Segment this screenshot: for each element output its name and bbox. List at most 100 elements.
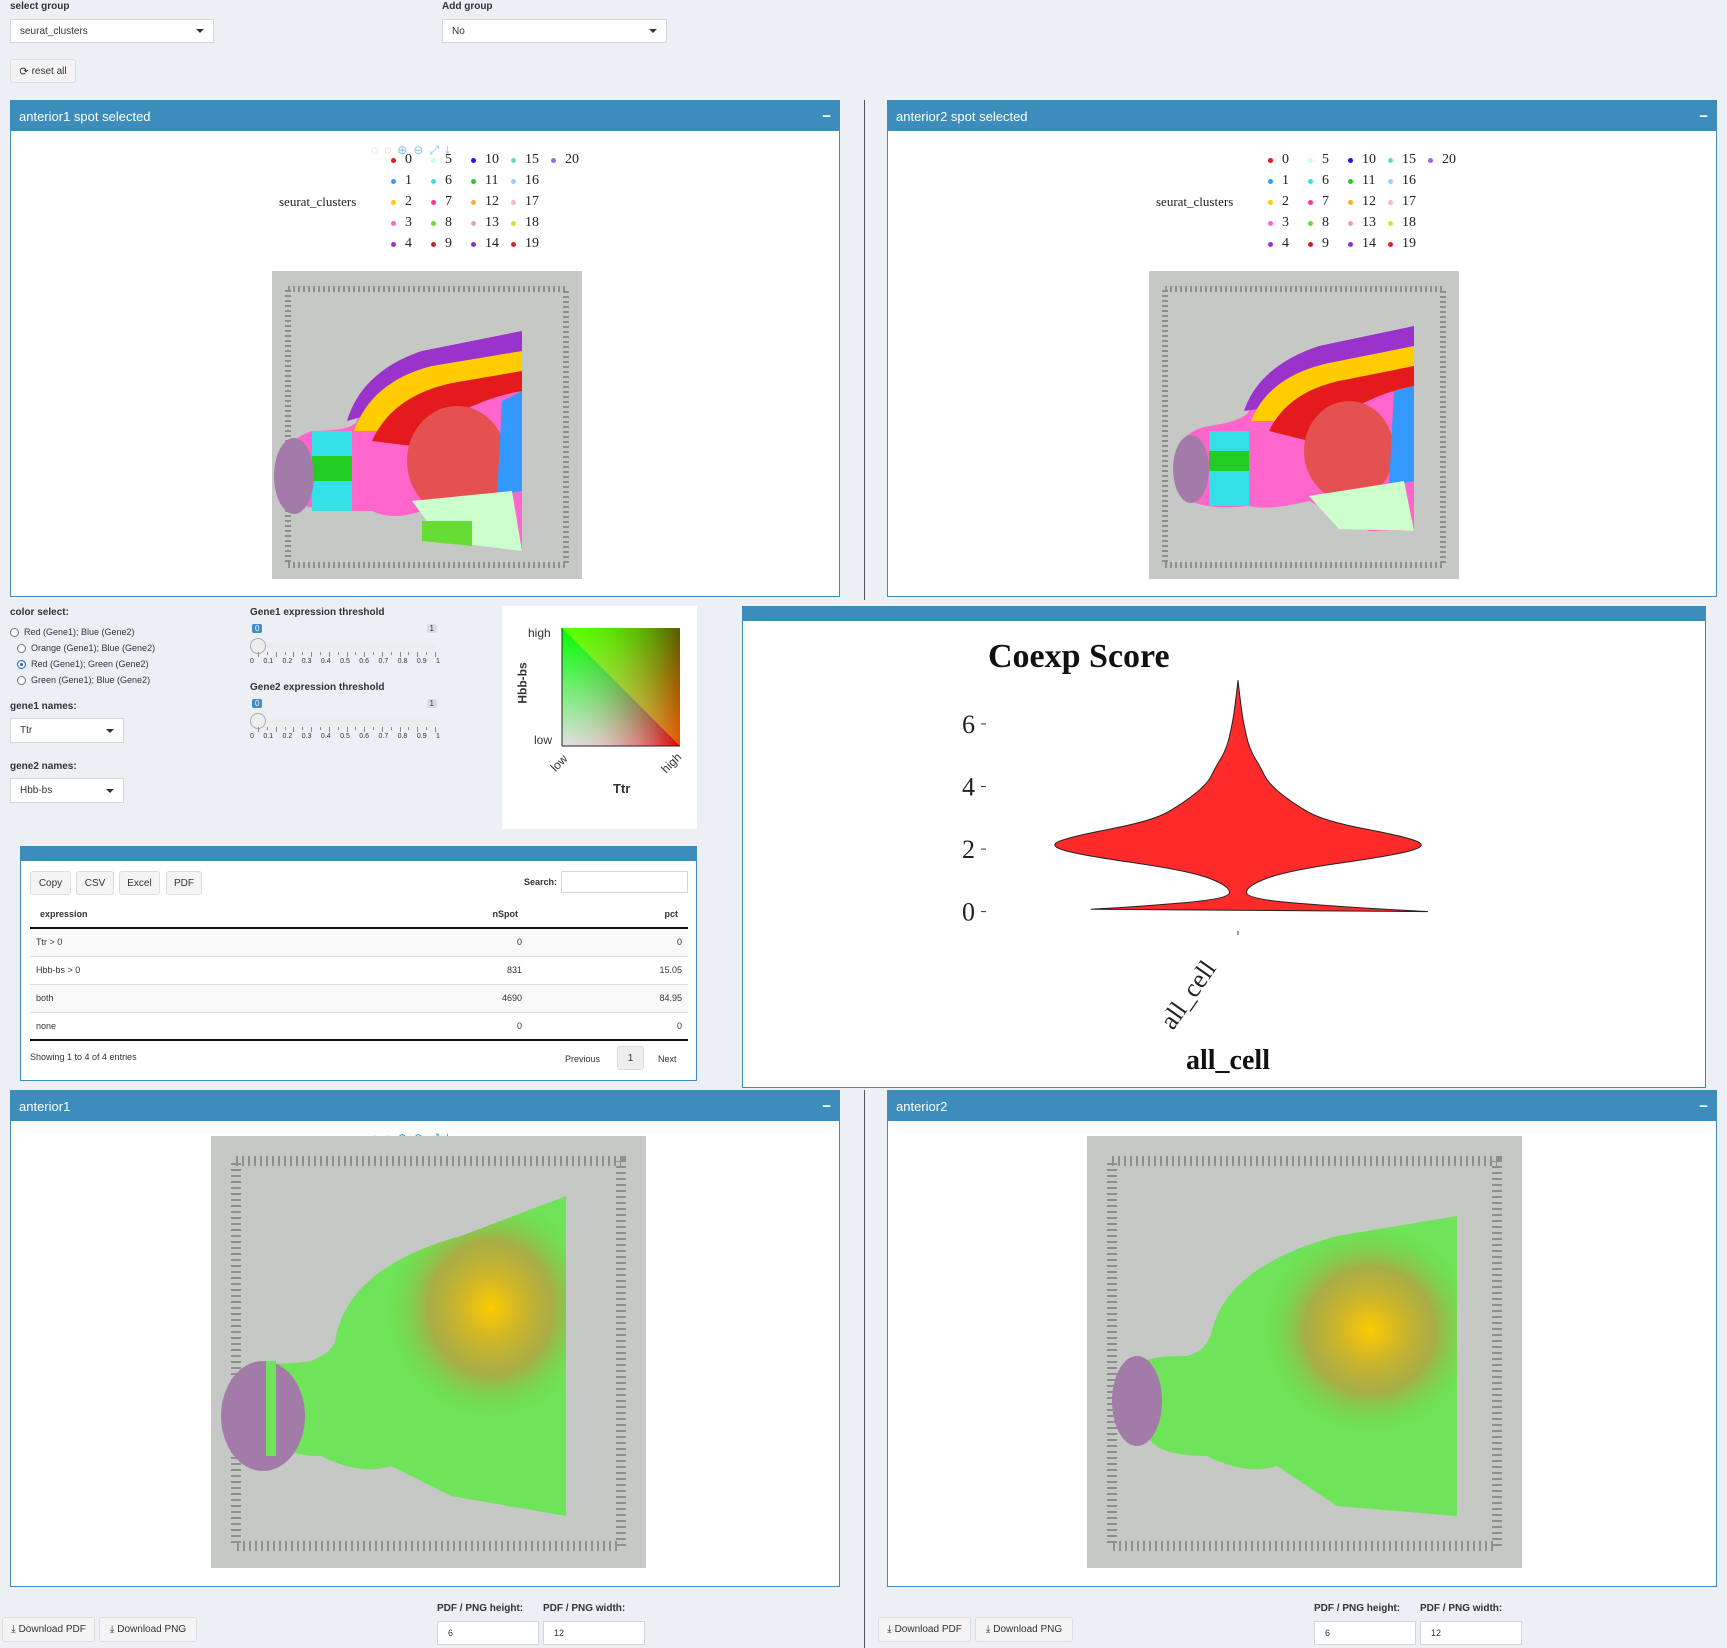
pdf-button[interactable]: PDF <box>166 871 202 895</box>
table-header-row: expression nSpot pct <box>30 900 688 929</box>
slider-tick <box>284 727 286 730</box>
legend-item: 13 <box>1348 214 1388 232</box>
slider-tick <box>337 727 339 730</box>
gene2-dropdown[interactable]: Hbb-bs <box>10 778 124 803</box>
legend-dot <box>1308 220 1313 226</box>
col-header-expression[interactable]: expression <box>30 900 320 929</box>
legend-item: 6 <box>1308 172 1348 190</box>
slider-tick <box>337 652 339 655</box>
legend-title: seurat_clusters <box>279 194 357 209</box>
spot-panel-anterior2: anterior2 spot selected − seurat_cluster… <box>887 100 1717 597</box>
download-png-button-2[interactable]: ⤓ Download PNG <box>975 1617 1073 1642</box>
reset-all-label: reset all <box>31 65 67 77</box>
legend-item: 1 <box>391 172 431 190</box>
download-icon[interactable]: ⤓ <box>445 143 451 157</box>
copy-button[interactable]: Copy <box>30 871 71 895</box>
select-group-dropdown[interactable]: seurat_clusters <box>10 19 214 43</box>
legend-label: 9 <box>1322 236 1329 251</box>
legend-label: 15 <box>525 152 539 167</box>
zoom-out-icon[interactable]: ⊖ <box>413 143 424 157</box>
legend-dot <box>1268 199 1273 205</box>
gene1-dropdown[interactable]: Ttr <box>10 718 124 743</box>
slider-tick <box>435 652 436 657</box>
panel-title: anterior2 spot selected <box>896 108 1028 124</box>
width-input-1[interactable]: 12 <box>543 1621 645 1645</box>
slider-track[interactable] <box>256 644 435 648</box>
legend-label: 3 <box>1282 215 1289 230</box>
legend-item: 7 <box>431 193 471 211</box>
legend-label: 10 <box>485 152 499 167</box>
radio-button[interactable] <box>17 675 26 685</box>
key-y-high: high <box>528 626 551 640</box>
col-header-nspot[interactable]: nSpot <box>320 900 528 929</box>
excel-button[interactable]: Excel <box>119 871 160 895</box>
expression-table-panel: Copy CSV Excel PDF Search: expression nS… <box>20 846 697 1081</box>
download-pdf-button-2[interactable]: ⤓ Download PDF <box>878 1617 971 1642</box>
zoom-in-icon[interactable]: ⊕ <box>397 143 408 157</box>
collapse-button[interactable]: − <box>822 107 831 125</box>
select-group-label: select group <box>10 1 70 12</box>
download-icon: ⤓ <box>11 1624 16 1635</box>
col-header-pct[interactable]: pct <box>528 900 688 929</box>
gene2-threshold-label: Gene2 expression threshold <box>250 682 385 693</box>
slider-tick <box>408 652 410 655</box>
legend-item: 17 <box>511 193 551 211</box>
legend-label: 14 <box>1362 236 1376 251</box>
legend-dot <box>1348 241 1353 247</box>
lasso-icon[interactable]: ◌ <box>371 143 379 157</box>
fit-icon[interactable]: ⤢ <box>429 143 440 157</box>
radio-button[interactable] <box>17 659 26 669</box>
height-input-1[interactable]: 6 <box>437 1621 539 1645</box>
slider-tick-label: 0.3 <box>301 658 312 665</box>
gene2-value: Hbb-bs <box>20 785 53 796</box>
slider-tick <box>302 652 304 655</box>
slider-tick-label: 0.8 <box>397 658 408 665</box>
legend-dot <box>511 220 516 226</box>
collapse-button[interactable]: − <box>1699 1097 1708 1115</box>
legend-item: 4 <box>1268 235 1308 253</box>
legend-item: 17 <box>1388 193 1428 211</box>
gene1-threshold-slider[interactable]: 0 1 0 0.1 0.2 0.3 0.4 0.5 0.6 0.7 0.8 0.9 1 <box>250 612 440 665</box>
csv-button[interactable]: CSV <box>76 871 114 895</box>
legend-dot <box>1268 241 1273 247</box>
legend-item: 16 <box>1388 172 1428 190</box>
download-png-button-1[interactable]: ⤓ Download PNG <box>99 1617 197 1642</box>
next-button[interactable]: Next <box>658 1054 677 1064</box>
key-x-label: Ttr <box>613 781 631 796</box>
page-button[interactable]: 1 <box>617 1046 644 1070</box>
legend-item: 6 <box>431 172 471 190</box>
color-option-2[interactable]: Red (Gene1); Green (Gene2) <box>17 656 155 672</box>
radio-button[interactable] <box>17 643 26 653</box>
legend-dot <box>511 199 516 205</box>
collapse-button[interactable]: − <box>1699 107 1708 125</box>
table-row: none 0 0 <box>30 1012 688 1041</box>
color-option-0[interactable]: Red (Gene1); Blue (Gene2) <box>10 624 155 640</box>
height-input-2[interactable]: 6 <box>1314 1621 1416 1645</box>
slider-tick-label: 0.6 <box>359 658 370 665</box>
slider-tick <box>417 727 419 732</box>
collapse-button[interactable]: − <box>822 1097 831 1115</box>
gene2-threshold-slider[interactable]: 0 1 0 0.1 0.2 0.3 0.4 0.5 0.6 0.7 0.8 0.9 1 <box>250 687 440 740</box>
reset-all-button[interactable]: ⟳ reset all <box>10 59 76 83</box>
legend-item <box>551 193 591 211</box>
lasso-remove-icon[interactable]: ◌ <box>384 143 392 157</box>
slider-tick <box>293 652 295 657</box>
slider-tick-label: 0 <box>250 658 254 665</box>
add-group-dropdown[interactable]: No <box>442 19 667 43</box>
color-option-1[interactable]: Orange (Gene1); Blue (Gene2) <box>17 640 155 656</box>
radio-button[interactable] <box>10 627 19 637</box>
download-pdf-button-1[interactable]: ⤓ Download PDF <box>2 1617 95 1642</box>
slider-tick <box>346 652 348 657</box>
slider-tick <box>399 727 401 732</box>
previous-button[interactable]: Previous <box>565 1054 601 1064</box>
slider-track[interactable] <box>256 719 435 723</box>
legend-item: 9 <box>431 235 471 253</box>
legend-item: 15 <box>1388 151 1428 169</box>
key-y-low: low <box>534 733 553 747</box>
color-select-radio-group: Red (Gene1); Blue (Gene2) Orange (Gene1)… <box>10 624 155 688</box>
color-option-3[interactable]: Green (Gene1); Blue (Gene2) <box>17 672 155 688</box>
width-input-2[interactable]: 12 <box>1420 1621 1522 1645</box>
legend-item: 19 <box>1388 235 1428 253</box>
search-input[interactable] <box>561 871 688 893</box>
